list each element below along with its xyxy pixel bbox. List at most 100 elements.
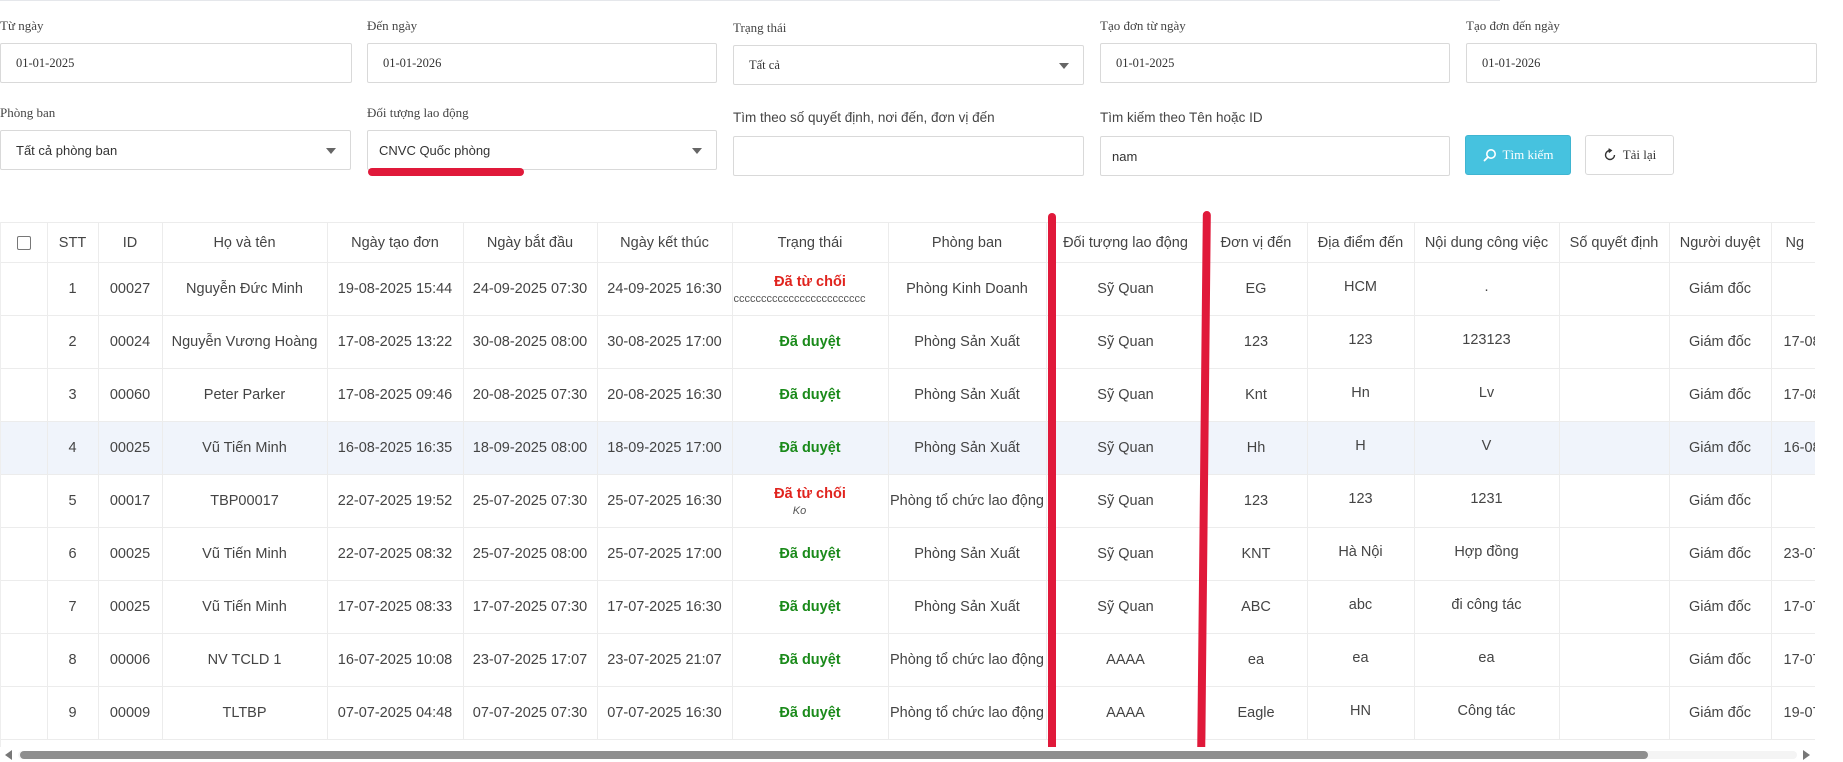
col-header[interactable]: Họ và tên (162, 222, 328, 263)
col-header[interactable]: Đơn vị đến (1205, 222, 1308, 263)
col-header[interactable]: Địa điểm đến (1307, 222, 1415, 263)
cell-approver: Giám đốc (1669, 421, 1772, 475)
status-select[interactable]: Tất cả (733, 45, 1084, 85)
chevron-down-icon (692, 148, 702, 154)
to-date-input[interactable]: 01-01-2026 (367, 43, 717, 83)
col-header[interactable]: Ngày tạo đơn (327, 222, 464, 263)
table-row[interactable]: 7 00025 Vũ Tiến Minh 17-07-2025 08:33 17-07-… (1, 580, 1815, 634)
col-header[interactable]: ID (98, 222, 163, 263)
status-badge: Đã duyệt (779, 546, 841, 562)
col-header[interactable]: Ngày bắt đầu (463, 222, 598, 263)
cell-end: 25-07-2025 17:00 (597, 527, 733, 581)
cell-place: 123 (1307, 315, 1415, 369)
cell-content: Công tác (1414, 686, 1560, 740)
cell-place: H (1307, 421, 1415, 475)
department-label: Phòng ban (0, 105, 56, 120)
cell-unit: EG (1205, 262, 1308, 316)
cell-end: 20-08-2025 16:30 (597, 368, 733, 422)
department-select[interactable]: Tất cả phòng ban (0, 130, 351, 170)
cell-place: Hn (1307, 368, 1415, 422)
cell-status: Đã duyệt (732, 368, 889, 422)
cell-place: abc (1307, 580, 1415, 634)
cell-end: 30-08-2025 17:00 (597, 315, 733, 369)
cell-status: Đã duyệt (732, 580, 889, 634)
cell-stt: 3 (47, 368, 99, 422)
department-select-value: Tất cả phòng ban (16, 142, 118, 158)
status-badge: Đã duyệt (779, 599, 841, 615)
cell-name: Vũ Tiến Minh (162, 580, 328, 634)
cell-id: 00060 (98, 368, 163, 422)
table-row[interactable]: 9 00009 TLTBP 07-07-2025 04:48 07-07-2025 07… (1, 686, 1815, 740)
cell-extra: 17-07 (1771, 580, 1815, 634)
cell-unit: ea (1205, 633, 1308, 687)
cell-id: 00025 (98, 421, 163, 475)
row-select-cell (1, 421, 48, 475)
cell-object: AAAA (1046, 686, 1206, 740)
status-note: Ko (792, 504, 807, 517)
cell-content: 123123 (1414, 315, 1560, 369)
cell-content: V (1414, 421, 1560, 475)
cell-decision (1559, 474, 1670, 528)
scrollbar-thumb[interactable] (20, 751, 1648, 759)
cell-name: TBP00017 (162, 474, 328, 528)
cell-dept: Phòng Sản Xuất (888, 368, 1047, 422)
labor-object-select[interactable]: CNVC Quốc phòng (367, 130, 717, 170)
cell-object: Sỹ Quan (1046, 580, 1206, 634)
col-header[interactable]: Đối tượng lao động (1046, 222, 1206, 263)
search-button[interactable]: Tìm kiếm (1465, 135, 1571, 175)
cell-unit: ABC (1205, 580, 1308, 634)
decision-search-input[interactable] (733, 136, 1084, 176)
cell-id: 00025 (98, 580, 163, 634)
to-date-label: Đến ngày (367, 18, 418, 33)
cell-status: Đã từ chối cccccccccccccccccccccccc (732, 262, 889, 316)
scroll-right-icon[interactable] (1803, 750, 1810, 760)
col-header[interactable]: Ngày kết thúc (597, 222, 733, 263)
col-header[interactable]: Nội dung công việc (1414, 222, 1560, 263)
name-search-label: Tìm kiếm theo Tên hoặc ID (1100, 110, 1263, 125)
created-to-input[interactable]: 01-01-2026 (1466, 43, 1817, 83)
table-row[interactable]: 8 00006 NV TCLD 1 16-07-2025 10:08 23-07-202… (1, 633, 1815, 687)
cell-stt: 6 (47, 527, 99, 581)
name-search-input[interactable]: nam (1100, 136, 1450, 176)
cell-name: Nguyễn Vương Hoàng (162, 315, 328, 369)
status-select-value: Tất cả (749, 57, 780, 72)
cell-id: 00024 (98, 315, 163, 369)
table-row[interactable]: 1 00027 Nguyễn Đức Minh 19-08-2025 15:44 24-… (1, 262, 1815, 316)
cell-status: Đã duyệt (732, 315, 889, 369)
reload-icon (1604, 148, 1615, 161)
top-divider (0, 0, 1500, 1)
reload-button[interactable]: Tải lại (1585, 135, 1674, 175)
select-all-checkbox[interactable] (16, 235, 31, 250)
cell-decision (1559, 421, 1670, 475)
table-row[interactable]: 6 00025 Vũ Tiến Minh 22-07-2025 08:32 25-07-… (1, 527, 1815, 581)
cell-extra (1771, 474, 1815, 528)
requests-table: STT ID Họ và tên Ngày tạo đơn Ngày bắt đ… (0, 222, 1815, 747)
row-select-cell (1, 527, 48, 581)
horizontal-scrollbar[interactable] (0, 747, 1815, 762)
status-note: cccccccccccccccccccccccc (733, 292, 866, 305)
cell-content: . (1414, 262, 1560, 316)
table-row[interactable]: 4 00025 Vũ Tiến Minh 16-08-2025 16:35 18-09-… (1, 421, 1815, 475)
cell-id: 00009 (98, 686, 163, 740)
cell-content: ea (1414, 633, 1560, 687)
annotation-vertical-line (1048, 213, 1056, 752)
from-date-input[interactable]: 01-01-2025 (0, 43, 352, 83)
cell-stt: 2 (47, 315, 99, 369)
col-header[interactable]: Trạng thái (732, 222, 889, 263)
table-row[interactable]: 5 00017 TBP00017 22-07-2025 19:52 25-07-2025… (1, 474, 1815, 528)
col-header[interactable]: Số quyết định (1559, 222, 1670, 263)
cell-end: 23-07-2025 21:07 (597, 633, 733, 687)
col-header[interactable]: STT (47, 222, 99, 263)
cell-created: 07-07-2025 04:48 (327, 686, 464, 740)
cell-decision (1559, 262, 1670, 316)
cell-content: 1231 (1414, 474, 1560, 528)
col-header[interactable]: Phòng ban (888, 222, 1047, 263)
created-from-input[interactable]: 01-01-2025 (1100, 43, 1450, 83)
table-row[interactable]: 3 00060 Peter Parker 17-08-2025 09:46 20-08-… (1, 368, 1815, 422)
table-row[interactable]: 2 00024 Nguyễn Vương Hoàng 17-08-2025 13:22… (1, 315, 1815, 369)
col-header[interactable]: Ng (1771, 222, 1815, 263)
cell-unit: 123 (1205, 315, 1308, 369)
row-select-cell (1, 315, 48, 369)
col-header[interactable]: Người duyệt (1669, 222, 1772, 263)
scroll-left-icon[interactable] (5, 750, 12, 760)
